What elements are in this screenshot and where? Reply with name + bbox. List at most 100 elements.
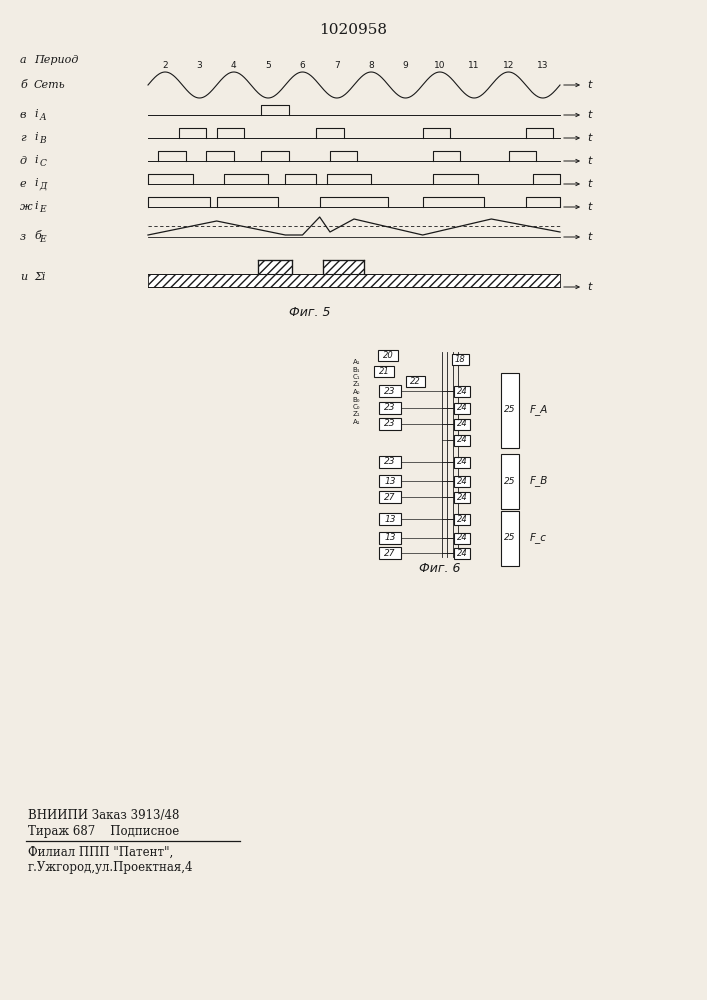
- Text: C₀: C₀: [353, 404, 360, 410]
- Polygon shape: [323, 260, 364, 274]
- Text: 12: 12: [503, 62, 514, 70]
- Text: 24: 24: [457, 534, 467, 542]
- Text: E: E: [40, 205, 46, 214]
- Polygon shape: [258, 260, 292, 274]
- Text: е: е: [20, 179, 27, 189]
- Text: 24: 24: [457, 548, 467, 558]
- Text: а: а: [20, 55, 27, 65]
- Text: 13: 13: [384, 534, 396, 542]
- Text: t: t: [587, 202, 591, 212]
- Text: 9: 9: [402, 62, 409, 70]
- Text: 13: 13: [537, 62, 549, 70]
- Text: 24: 24: [457, 514, 467, 524]
- Text: г: г: [20, 133, 25, 143]
- Text: 23: 23: [384, 420, 396, 428]
- Bar: [501, 510, 519, 566]
- Text: 20: 20: [382, 351, 393, 360]
- Text: A₁: A₁: [353, 359, 360, 365]
- Text: 23: 23: [384, 403, 396, 412]
- Text: г.Ужгород,ул.Проектная,4: г.Ужгород,ул.Проектная,4: [28, 860, 194, 874]
- Text: Д: Д: [40, 182, 47, 191]
- Text: Период: Период: [34, 55, 78, 65]
- Bar: [454, 434, 470, 446]
- Text: 22: 22: [409, 376, 421, 385]
- Text: 5: 5: [265, 62, 271, 70]
- Text: 24: 24: [457, 403, 467, 412]
- Text: B₁: B₁: [353, 366, 360, 372]
- Text: 27: 27: [384, 492, 396, 502]
- Text: E: E: [40, 235, 46, 244]
- Bar: [378, 350, 398, 360]
- Text: A₁: A₁: [353, 419, 360, 425]
- Text: t: t: [587, 232, 591, 242]
- Text: 23: 23: [384, 386, 396, 395]
- Text: б: б: [20, 80, 27, 90]
- Text: 7: 7: [334, 62, 339, 70]
- Text: 2: 2: [163, 62, 168, 70]
- Bar: [379, 513, 401, 525]
- Text: 25: 25: [504, 406, 515, 414]
- Text: в: в: [20, 110, 26, 120]
- Text: A: A: [40, 113, 46, 122]
- Text: 23: 23: [384, 458, 396, 466]
- Text: Фиг. 6: Фиг. 6: [419, 562, 461, 574]
- Bar: [374, 365, 394, 376]
- Bar: [454, 532, 470, 544]
- Text: i: i: [34, 132, 37, 142]
- Text: Z₁: Z₁: [352, 381, 360, 387]
- Text: Фиг. 5: Фиг. 5: [289, 306, 331, 320]
- Text: i: i: [34, 201, 37, 211]
- Text: C₁: C₁: [353, 374, 360, 380]
- Text: B₀: B₀: [353, 396, 360, 402]
- Bar: [501, 454, 519, 508]
- Text: t: t: [587, 80, 591, 90]
- Text: i: i: [34, 155, 37, 165]
- Text: 18: 18: [455, 355, 465, 363]
- Bar: [454, 402, 470, 414]
- Text: t: t: [587, 282, 591, 292]
- Text: 24: 24: [457, 386, 467, 395]
- Text: 24: 24: [457, 458, 467, 466]
- Bar: [379, 418, 401, 430]
- Bar: [501, 372, 519, 448]
- Bar: [406, 375, 424, 386]
- Text: C: C: [40, 159, 47, 168]
- Text: ж: ж: [20, 202, 33, 212]
- Bar: [379, 385, 401, 397]
- Text: 24: 24: [457, 492, 467, 502]
- Bar: [454, 385, 470, 396]
- Text: 13: 13: [384, 477, 396, 486]
- Text: ВНИИПИ Заказ 3913/48: ВНИИПИ Заказ 3913/48: [28, 808, 180, 822]
- Text: B: B: [40, 136, 46, 145]
- Text: F_B: F_B: [530, 476, 549, 486]
- Bar: [454, 456, 470, 468]
- Text: 6: 6: [300, 62, 305, 70]
- Text: 25: 25: [504, 477, 515, 486]
- Bar: [454, 491, 470, 502]
- Text: i: i: [34, 109, 37, 119]
- Text: 24: 24: [457, 436, 467, 444]
- Text: F_c: F_c: [530, 533, 547, 543]
- Text: 4: 4: [231, 62, 237, 70]
- Polygon shape: [148, 274, 560, 287]
- Text: A₀: A₀: [353, 389, 360, 395]
- Text: t: t: [587, 179, 591, 189]
- Bar: [379, 456, 401, 468]
- Text: 11: 11: [469, 62, 480, 70]
- Text: 13: 13: [384, 514, 396, 524]
- Bar: [379, 402, 401, 414]
- Bar: [454, 476, 470, 487]
- Text: 3: 3: [197, 62, 202, 70]
- Bar: [454, 548, 470, 558]
- Text: з: з: [20, 232, 26, 242]
- Bar: [379, 491, 401, 503]
- Bar: [454, 514, 470, 524]
- Text: 25: 25: [504, 534, 515, 542]
- Text: 27: 27: [384, 548, 396, 558]
- Bar: [379, 547, 401, 559]
- Text: 24: 24: [457, 420, 467, 428]
- Text: б: б: [34, 231, 41, 241]
- Text: Тираж 687    Подписное: Тираж 687 Подписное: [28, 826, 180, 838]
- Text: t: t: [587, 133, 591, 143]
- Text: Z₁: Z₁: [352, 412, 360, 418]
